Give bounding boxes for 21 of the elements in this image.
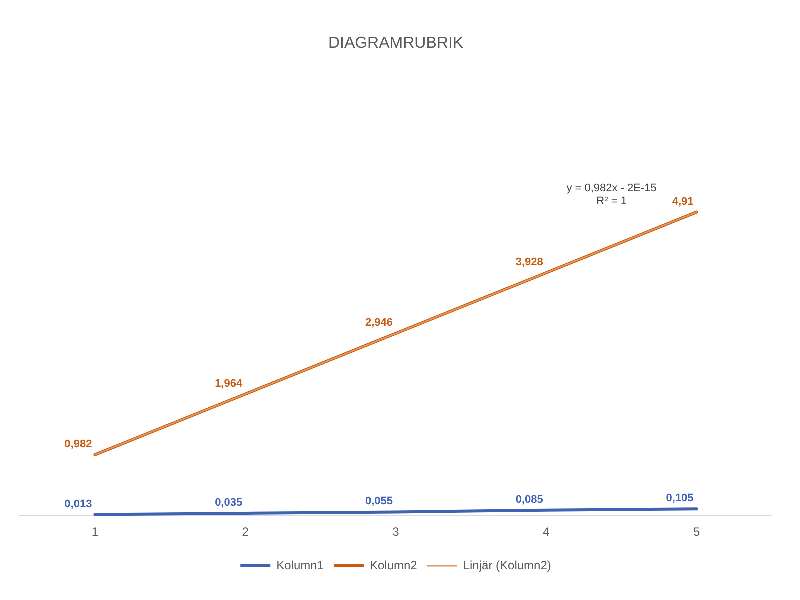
data-label: 0,035 — [215, 496, 243, 509]
data-label: 0,982 — [64, 438, 92, 450]
chart-title: DIAGRAMRUBRIK — [328, 35, 464, 52]
data-label: 0,105 — [666, 492, 694, 505]
text: y = 0,982x - 2E-15 — [566, 182, 657, 194]
text: R² = 1 — [596, 195, 627, 208]
legend-label: Linjär (Kolumn2) — [463, 558, 552, 572]
x-tick-label: 2 — [242, 525, 250, 540]
x-tick-label: 1 — [92, 525, 99, 540]
data-label: 3,928 — [516, 256, 544, 268]
x-tick-label: 4 — [543, 525, 550, 540]
legend-label: Kolumn1 — [276, 558, 324, 572]
x-tick-label: 5 — [693, 525, 700, 540]
data-label: 0,085 — [516, 494, 544, 506]
data-label: 2,946 — [365, 317, 393, 330]
data-label: 1,964 — [215, 378, 244, 390]
data-label: 0,013 — [64, 498, 92, 510]
data-label: 0,055 — [365, 496, 393, 508]
data-label: 4,91 — [672, 196, 694, 208]
x-tick-label: 3 — [392, 525, 400, 540]
legend-label: Kolumn2 — [370, 558, 418, 572]
